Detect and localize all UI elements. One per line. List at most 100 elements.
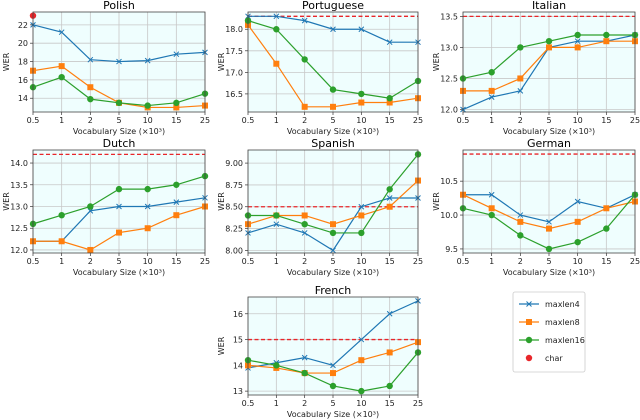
panel-title: French (315, 284, 352, 297)
marker-square (273, 60, 280, 67)
marker-x (546, 218, 552, 225)
x-tick-label: 2 (88, 116, 93, 125)
legend: maxlen4 maxlen8 maxlen16 char (512, 291, 586, 373)
marker-x (173, 51, 180, 58)
marker-square (358, 212, 365, 219)
marker-square (116, 229, 122, 236)
marker-circle (87, 95, 94, 103)
marker-square (386, 349, 393, 356)
x-tick-label: 25 (200, 257, 210, 266)
marker-circle (386, 186, 393, 193)
marker-square (546, 225, 552, 232)
x-tick-label: 25 (630, 257, 640, 266)
marker-square (173, 212, 180, 219)
marker-square (173, 104, 180, 111)
marker-x (301, 17, 308, 24)
y-tick-label: 9.5 (445, 245, 458, 254)
axes-frame (247, 149, 419, 254)
marker-x (358, 26, 365, 33)
y-tick-label: 13.5 (440, 12, 458, 21)
marker-circle (273, 212, 280, 219)
x-axis-label: Vocabulary Size (×10³) (503, 127, 595, 136)
x-tick-label: 5 (330, 399, 335, 408)
marker-circle (386, 95, 393, 102)
marker-circle (525, 354, 533, 362)
x-axis-label: Vocabulary Size (×10³) (287, 127, 379, 136)
marker-circle (329, 382, 337, 390)
y-tick-label: 10.5 (440, 177, 458, 186)
marker-x (574, 38, 581, 45)
y-tick-label: 12.5 (10, 224, 28, 233)
axes-frame (247, 11, 419, 113)
x-tick-label: 2 (518, 257, 523, 266)
marker-x (301, 230, 308, 236)
marker-square (330, 103, 336, 110)
x-tick-label: 25 (630, 116, 640, 125)
y-tick-label: 13.5 (10, 181, 28, 190)
marker-x (386, 195, 393, 201)
x-tick-label: 5 (330, 257, 335, 266)
marker-x (173, 199, 180, 206)
x-tick-label: 15 (385, 257, 395, 266)
x-tick-label: 10 (143, 257, 153, 266)
marker-x (358, 203, 365, 210)
marker-square (517, 75, 524, 82)
panel-title: Italian (532, 0, 566, 12)
marker-circle (329, 229, 337, 237)
y-tick-label: 8.75 (225, 181, 243, 190)
marker-circle (115, 185, 123, 193)
marker-x (488, 191, 495, 198)
legend-label: maxlen4 (545, 300, 580, 309)
marker-x (87, 56, 94, 63)
y-tick-label: 22 (18, 21, 28, 30)
marker-square (301, 212, 308, 219)
x-tick-label: 0.5 (457, 116, 470, 125)
x-tick-label: 1 (274, 399, 279, 408)
legend-entry-maxlen16: maxlen16 (519, 336, 585, 345)
y-tick-label: 18.0 (225, 25, 243, 34)
x-tick-label: 1 (59, 257, 64, 266)
marker-x (330, 26, 336, 33)
axes-frame (462, 11, 636, 113)
x-tick-label: 0.5 (242, 257, 255, 266)
x-tick-label: 25 (413, 257, 423, 266)
y-axis-label: WER (217, 336, 226, 355)
y-tick-label: 14.0 (10, 159, 28, 168)
y-axis-label: WER (432, 192, 441, 211)
legend-entry-maxlen4: maxlen4 (519, 300, 580, 309)
marker-circle (525, 336, 533, 344)
y-tick-label: 8.25 (225, 225, 243, 234)
x-tick-label: 0.5 (242, 399, 255, 408)
y-tick-label: 16 (18, 76, 28, 85)
marker-x (517, 212, 524, 218)
x-tick-label: 10 (356, 257, 366, 266)
x-tick-label: 5 (116, 257, 121, 266)
marker-circle (273, 362, 280, 369)
marker-square (574, 44, 581, 51)
panel-title: German (527, 137, 571, 150)
x-tick-label: 15 (171, 257, 181, 266)
x-tick-label: 1 (59, 116, 64, 125)
y-tick-label: 20 (18, 39, 28, 48)
x-tick-label: 15 (601, 257, 611, 266)
axes-frame (32, 149, 206, 254)
marker-circle (301, 369, 308, 377)
marker-circle (488, 69, 495, 76)
y-tick-label: 8.50 (225, 203, 243, 212)
marker-square (87, 246, 94, 253)
x-tick-label: 0.5 (27, 116, 40, 125)
marker-square (58, 63, 65, 70)
y-axis-label: WER (432, 52, 441, 71)
x-tick-label: 10 (356, 116, 366, 125)
x-axis-label: Vocabulary Size (×10³) (73, 127, 165, 136)
y-tick-label: 12.0 (440, 106, 458, 115)
y-tick-label: 13.0 (10, 202, 28, 211)
marker-circle (329, 86, 337, 93)
marker-circle (58, 211, 65, 219)
panel-dutch: 0.5 1 2 5 10 15 2512.012.513.013.514.0DutchVoc… (2, 137, 210, 277)
x-tick-label: 0.5 (27, 257, 40, 266)
marker-square (574, 218, 581, 225)
